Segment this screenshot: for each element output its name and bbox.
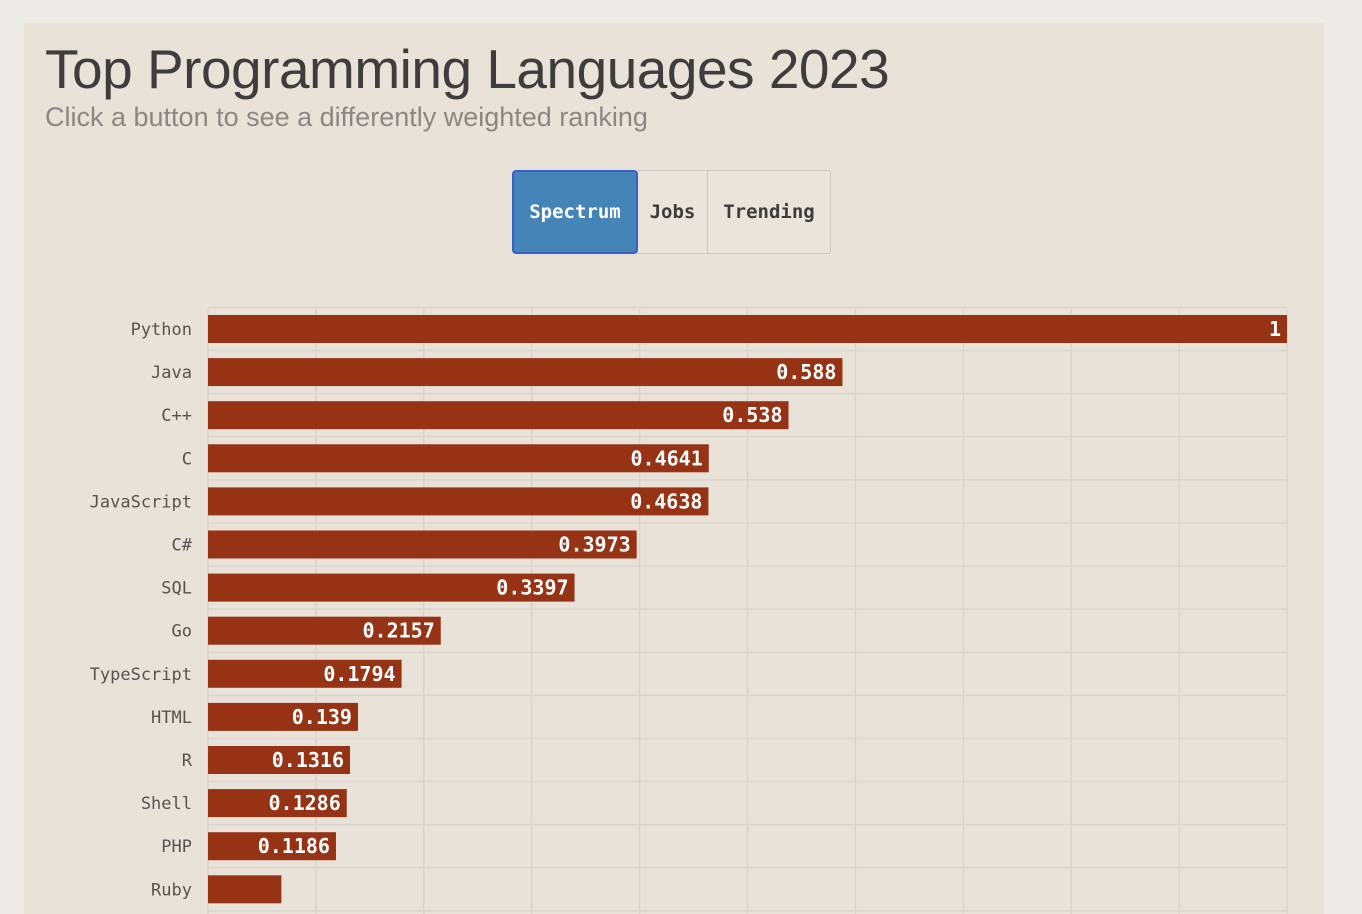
category-label: JavaScript	[90, 492, 192, 512]
bar-ruby	[208, 875, 282, 904]
value-label: 0.3397	[496, 576, 568, 600]
chart-panel: Top Programming Languages 2023 Click a b…	[24, 23, 1324, 914]
page-subtitle: Click a button to see a differently weig…	[45, 102, 648, 132]
chart-category-labels: Python Java C++ C JavaScript C# SQL Go TypeScrip…	[90, 320, 193, 900]
value-label: 0.1316	[272, 748, 344, 772]
value-label: 0.4641	[631, 446, 703, 470]
bar-python	[208, 315, 1287, 343]
bar-php	[208, 832, 336, 861]
category-label: TypeScript	[90, 665, 192, 685]
bar-c	[208, 530, 637, 559]
chart-bars	[208, 315, 1287, 904]
value-label: 1	[1269, 317, 1281, 341]
category-label: Python	[131, 320, 192, 340]
chart-grid	[207, 306, 1288, 914]
category-label: Go	[172, 622, 192, 642]
spectrum-button[interactable]: Spectrum	[512, 170, 638, 254]
value-label: 0.139	[292, 705, 352, 729]
category-label: R	[182, 751, 193, 771]
value-label: 0.588	[776, 360, 836, 384]
category-label: C	[182, 449, 192, 469]
ranking-button-group: Spectrum Jobs Trending	[512, 170, 831, 254]
page-title: Top Programming Languages 2023	[45, 38, 890, 100]
bar-typescript	[208, 659, 402, 688]
bar-shell	[208, 789, 347, 818]
category-label: Ruby	[151, 880, 192, 900]
category-label: C#	[172, 536, 193, 556]
bar-html	[208, 702, 358, 731]
category-label: PHP	[161, 837, 192, 857]
bar-java	[208, 358, 843, 387]
category-label: C++	[161, 406, 192, 426]
bar-c	[208, 444, 709, 473]
value-label: 0.1286	[269, 791, 341, 815]
value-label: 0.1186	[258, 834, 330, 858]
bar-chart: Python Java C++ C JavaScript C# SQL Go TypeScrip…	[90, 306, 1288, 914]
value-label: 0.1794	[323, 662, 395, 686]
category-label: HTML	[151, 708, 192, 728]
jobs-button[interactable]: Jobs	[638, 170, 708, 254]
bar-sql	[208, 573, 575, 602]
category-label: Java	[151, 363, 192, 383]
trending-button[interactable]: Trending	[708, 170, 831, 254]
category-label: Shell	[141, 794, 192, 814]
bar-c	[208, 401, 789, 430]
value-label: 0.4638	[630, 489, 702, 513]
category-label: SQL	[161, 579, 192, 599]
bar-r	[208, 746, 350, 774]
value-label: 0.3973	[558, 533, 630, 557]
bar-javascript	[208, 487, 709, 516]
value-label: 0.2157	[362, 619, 434, 643]
bar-go	[208, 616, 441, 645]
value-label: 0.538	[722, 403, 782, 427]
